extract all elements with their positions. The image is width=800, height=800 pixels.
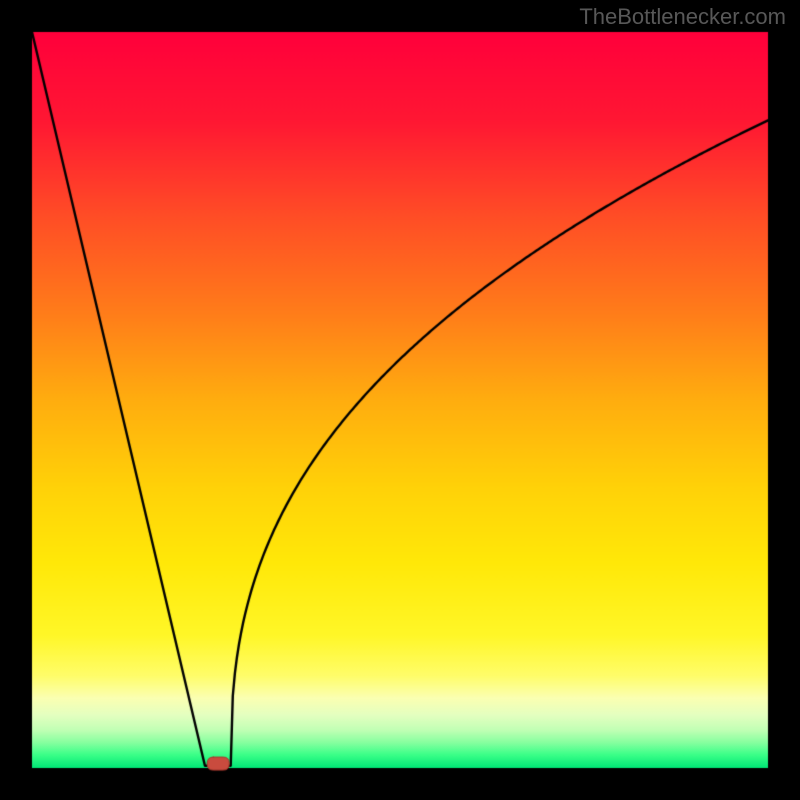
chart-container: TheBottlenecker.com [0,0,800,800]
bottleneck-chart-canvas [0,0,800,800]
watermark-text: TheBottlenecker.com [579,4,786,30]
